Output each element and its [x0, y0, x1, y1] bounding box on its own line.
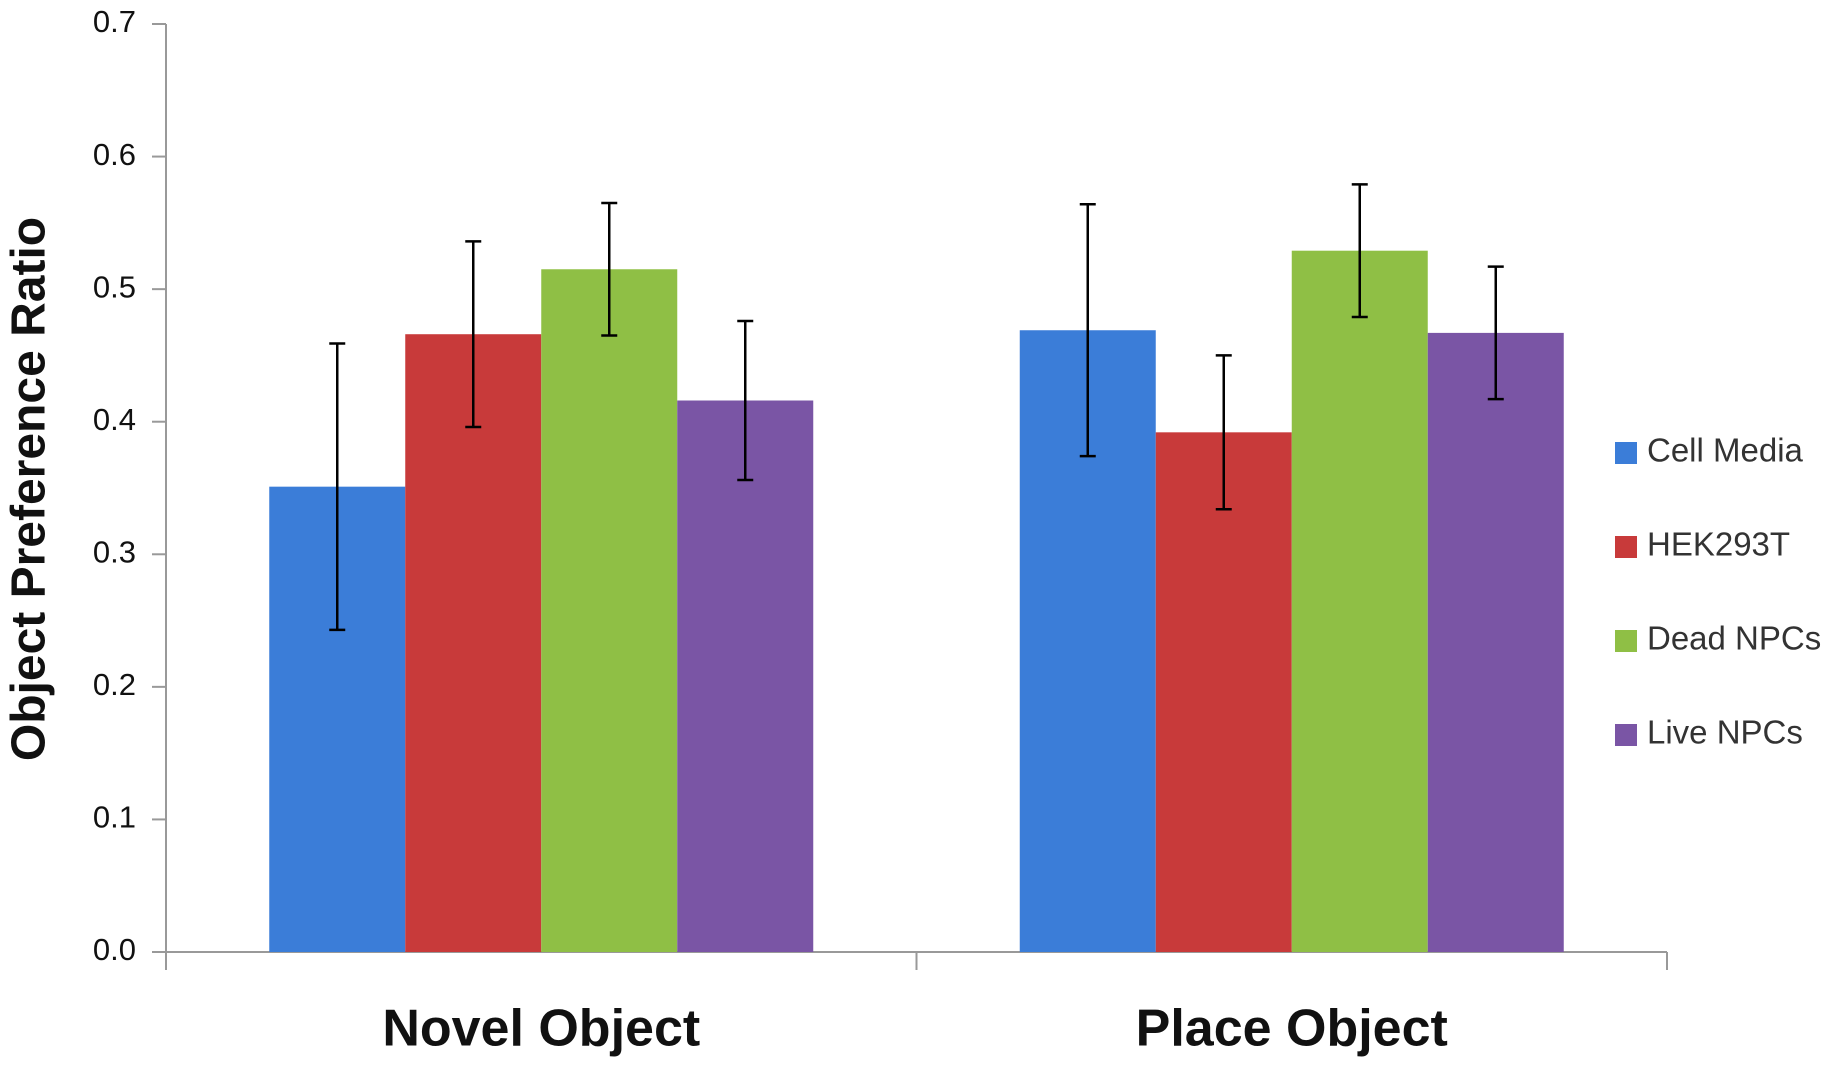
legend-swatch — [1615, 442, 1637, 464]
legend-swatch — [1615, 724, 1637, 746]
bar — [677, 400, 814, 952]
error-bar — [1079, 203, 1096, 458]
y-tick-label: 0.6 — [93, 137, 136, 172]
error-bar — [1487, 265, 1504, 401]
x-tick-label: Novel Object — [382, 1000, 700, 1058]
bar — [405, 334, 542, 952]
bar — [541, 269, 678, 952]
y-tick-label: 0.1 — [93, 800, 136, 835]
legend-label: Live NPCs — [1647, 714, 1803, 751]
y-tick-label: 0.7 — [93, 4, 136, 39]
error-bar — [601, 201, 618, 337]
y-tick-label: 0.5 — [93, 269, 136, 304]
bar — [1427, 332, 1564, 952]
legend-swatch — [1615, 536, 1637, 558]
legend-label: Dead NPCs — [1647, 620, 1821, 657]
error-bar — [329, 342, 346, 632]
x-tick-label: Place Object — [1136, 1000, 1448, 1058]
y-axis-title: Object Preference Ratio — [3, 217, 56, 761]
legend-label: Cell Media — [1647, 432, 1804, 469]
error-bar — [737, 319, 754, 482]
error-bar — [1351, 183, 1368, 319]
bar — [1291, 250, 1428, 952]
bar — [1155, 432, 1292, 952]
error-bar — [1215, 354, 1232, 511]
y-tick-label: 0.2 — [93, 667, 136, 702]
legend-swatch — [1615, 630, 1637, 652]
y-tick-label: 0.0 — [93, 932, 136, 967]
y-tick-label: 0.3 — [93, 534, 136, 569]
y-tick-label: 0.4 — [93, 402, 136, 437]
error-bar — [465, 240, 482, 429]
legend-label: HEK293T — [1647, 526, 1790, 563]
